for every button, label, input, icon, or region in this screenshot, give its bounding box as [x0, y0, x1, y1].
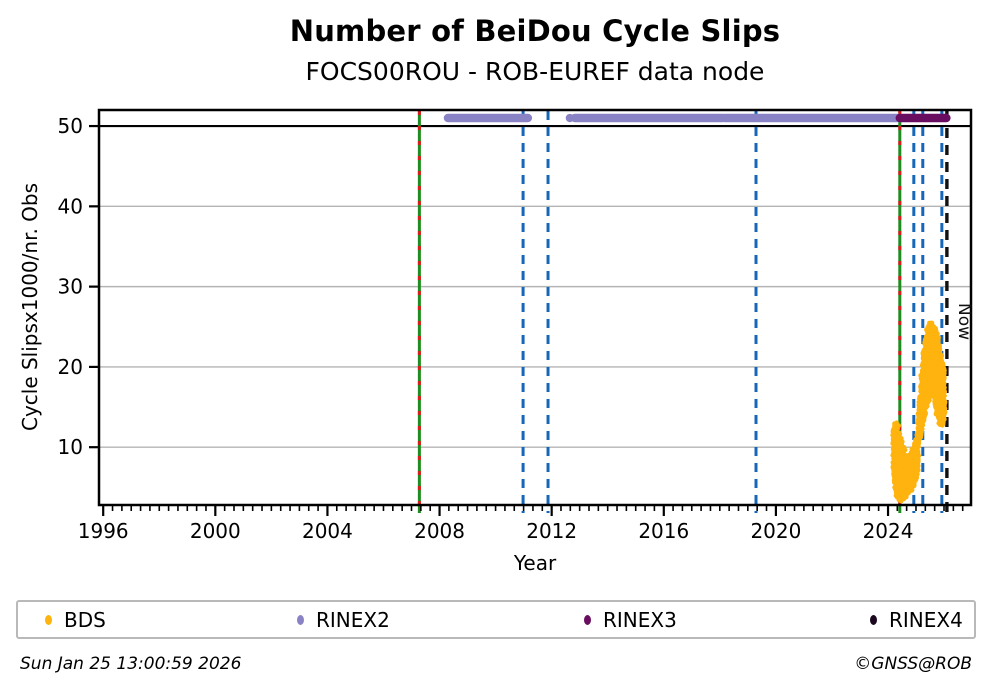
- now-annotation: Now: [954, 303, 974, 340]
- y-tick-label: 50: [58, 114, 83, 138]
- x-tick-label: 2000: [190, 519, 241, 543]
- y-axis-ticks: 10 20 30 40 50: [58, 114, 99, 459]
- bds-scatter: [890, 320, 948, 504]
- legend-item-bds: BDS: [45, 602, 106, 637]
- x-tick-label: 1996: [78, 519, 129, 543]
- timestamp: Sun Jan 25 13:00:59 2026: [20, 654, 242, 674]
- legend: BDS RINEX2 RINEX3 RINEX4: [16, 600, 976, 639]
- y-tick-label: 30: [58, 275, 83, 299]
- chart-title: Number of BeiDou Cycle Slips: [289, 14, 781, 48]
- rinex4-marker-icon: [870, 614, 877, 625]
- legend-label-rinex3: RINEX3: [603, 607, 677, 632]
- x-tick-label: 2016: [638, 519, 689, 543]
- rinex3-marker-icon: [584, 614, 591, 625]
- gridlines: [99, 125, 971, 448]
- plot-area: 1996 2000 2004 2008 2012 2016 2020 2024 10 20 30 40…: [58, 108, 974, 543]
- bds-marker-icon: [45, 614, 52, 625]
- legend-label-bds: BDS: [64, 607, 106, 632]
- legend-item-rinex4: RINEX4: [870, 602, 963, 637]
- y-tick-label: 20: [58, 355, 83, 379]
- rinex2-marker-icon: [297, 614, 304, 625]
- x-tick-label: 2020: [750, 519, 801, 543]
- legend-item-rinex3: RINEX3: [584, 602, 677, 637]
- x-axis-title: Year: [513, 551, 557, 575]
- x-tick-label: 2012: [526, 519, 577, 543]
- y-tick-label: 40: [58, 194, 83, 218]
- x-tick-label: 2004: [302, 519, 353, 543]
- chart-subtitle: FOCS00ROU - ROB-EUREF data node: [305, 57, 765, 86]
- x-tick-label: 2008: [414, 519, 465, 543]
- plot-frame: [97, 108, 973, 507]
- credit: ©GNSS@ROB: [854, 654, 972, 674]
- legend-label-rinex4: RINEX4: [889, 607, 963, 632]
- x-axis-ticks: 1996 2000 2004 2008 2012 2016 2020 2024: [78, 505, 964, 543]
- x-tick-label: 2024: [863, 519, 914, 543]
- rinex2-band: [443, 113, 904, 123]
- y-tick-label: 10: [58, 435, 83, 459]
- legend-label-rinex2: RINEX2: [316, 607, 390, 632]
- event-lines: [417, 111, 949, 513]
- legend-item-rinex2: RINEX2: [297, 602, 390, 637]
